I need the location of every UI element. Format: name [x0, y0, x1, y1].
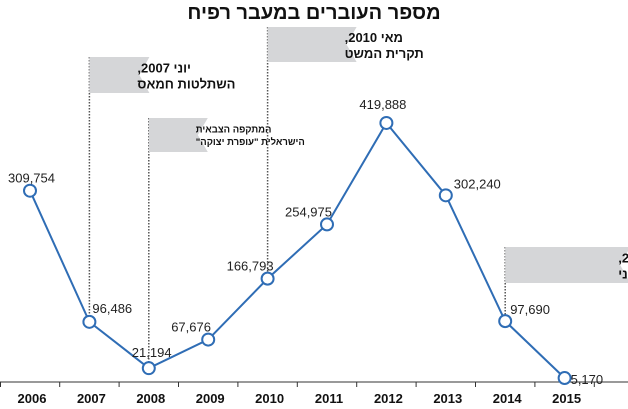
annotation-text: המתקפה הצבאית [196, 125, 272, 136]
data-point [379, 115, 394, 130]
data-point [141, 361, 156, 376]
data-point [201, 332, 216, 347]
x-tick-label: 2007 [77, 391, 106, 406]
data-label: 302,240 [454, 176, 501, 191]
annotation-text: מאי 2010, [345, 30, 403, 45]
data-point [557, 371, 572, 386]
data-point [82, 314, 97, 329]
data-point [498, 314, 513, 329]
data-label: 309,754 [8, 171, 55, 186]
x-tick-label: 2015 [552, 391, 581, 406]
x-tick-label: 2010 [255, 391, 284, 406]
data-point [260, 271, 275, 286]
annotation-text: אוקטובר 2014, [618, 251, 628, 266]
data-label: 97,690 [510, 302, 550, 317]
data-label: 166,793 [227, 259, 274, 274]
data-point [320, 217, 334, 232]
x-tick-label: 2009 [196, 391, 225, 406]
x-tick-label: 2011 [315, 391, 343, 406]
data-label: 21,194 [132, 345, 172, 360]
data-label: 254,975 [285, 204, 332, 219]
data-label: 67,676 [171, 320, 211, 335]
annotation-text: תקרית המשט [345, 46, 424, 61]
x-tick-label: 2014 [493, 391, 523, 406]
x-tick-label: 2006 [18, 391, 47, 406]
annotation-text: יוני 2007, [137, 61, 191, 76]
annotation-text: השתלטות חמאס [137, 77, 235, 92]
annotation-flag [505, 247, 628, 283]
annotation-flag [267, 27, 357, 62]
chart-title: מספר העוברים במעבר רפיח [187, 2, 441, 24]
annotation-text: הישראלית "עופרת יצוקה" [196, 137, 305, 148]
annotation-flag [148, 118, 208, 152]
annotation-flag [89, 57, 150, 93]
x-tick-label: 2013 [433, 391, 462, 406]
data-label: 5,170 [571, 372, 604, 387]
x-tick-label: 2012 [374, 391, 403, 406]
data-label: 96,486 [92, 301, 132, 316]
annotation-text: המתקפות בסיני [618, 267, 628, 282]
data-point [438, 188, 453, 203]
data-point [23, 183, 37, 198]
series-line [29, 121, 566, 379]
data-label: 419,888 [359, 97, 406, 112]
x-tick-label: 2008 [136, 391, 165, 406]
